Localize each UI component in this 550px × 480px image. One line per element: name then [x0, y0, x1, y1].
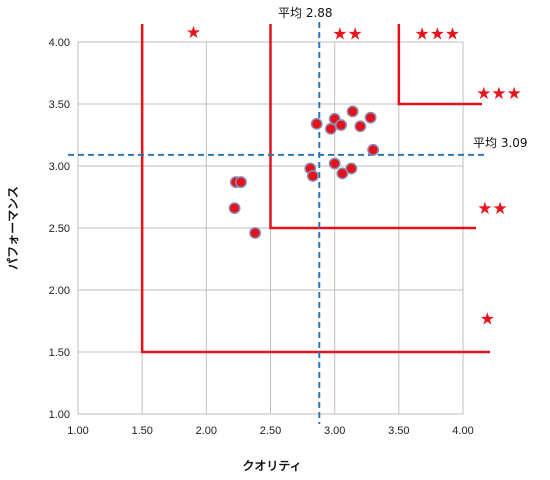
- zone-boundary-line: [140, 24, 490, 354]
- data-point: [310, 117, 323, 130]
- x-tick-label: 1.00: [67, 425, 88, 437]
- data-point: [228, 202, 241, 215]
- y-axis-title: パフォーマンス: [6, 186, 20, 270]
- data-point: [249, 227, 262, 239]
- data-point: [345, 162, 358, 175]
- x-tick-label: 2.00: [196, 425, 217, 437]
- x-tick-label: 1.50: [131, 425, 152, 437]
- x-axis-title: クオリティ: [242, 459, 301, 473]
- data-point: [346, 105, 359, 118]
- y-tick-label: 3.00: [49, 161, 70, 173]
- data-point: [328, 157, 341, 170]
- rating-zones: [140, 24, 490, 354]
- data-point: [335, 119, 348, 132]
- x-tick-label: 4.00: [452, 425, 473, 437]
- y-tick-label: 2.00: [49, 285, 70, 297]
- star-rating-label: ★: [186, 23, 201, 43]
- x-tick-labels: 1.00 1.50 2.00 2.50 3.00 3.50 4.00: [67, 425, 473, 437]
- data-point: [324, 122, 337, 135]
- zone-boundary-line: [397, 24, 482, 106]
- y-tick-label: 2.50: [49, 223, 70, 235]
- star-rating-label: ★★: [332, 24, 362, 44]
- x-tick-label: 3.50: [388, 425, 409, 437]
- data-point: [235, 176, 247, 189]
- y-tick-label: 1.00: [49, 409, 70, 421]
- y-average-label: 平均 3.09: [473, 136, 528, 150]
- star-rating-label: ★: [480, 310, 495, 330]
- star-rating-label: ★★: [477, 199, 507, 219]
- data-point: [306, 169, 319, 182]
- star-rating-label: ★★★: [476, 84, 522, 104]
- star-rating-label: ★★★: [414, 24, 460, 44]
- zone-boundary-line: [269, 24, 476, 230]
- data-point: [367, 143, 380, 156]
- data-point: [354, 120, 367, 133]
- average-lines: [68, 22, 488, 424]
- y-tick-label: 1.50: [49, 347, 70, 359]
- y-tick-label: 4.00: [49, 37, 70, 49]
- star-rating-labels: ★ ★★ ★★★★★★★★★: [186, 23, 522, 329]
- y-tick-labels: 1.00 1.50 2.00 2.50 3.00 3.50 4.00: [49, 37, 70, 421]
- data-points: [228, 105, 380, 239]
- x-average-label: 平均 2.88: [278, 6, 333, 20]
- x-tick-label: 3.00: [324, 425, 345, 437]
- data-point: [336, 167, 349, 180]
- data-point: [364, 111, 377, 124]
- y-tick-label: 3.50: [49, 99, 70, 111]
- x-tick-label: 2.50: [260, 425, 281, 437]
